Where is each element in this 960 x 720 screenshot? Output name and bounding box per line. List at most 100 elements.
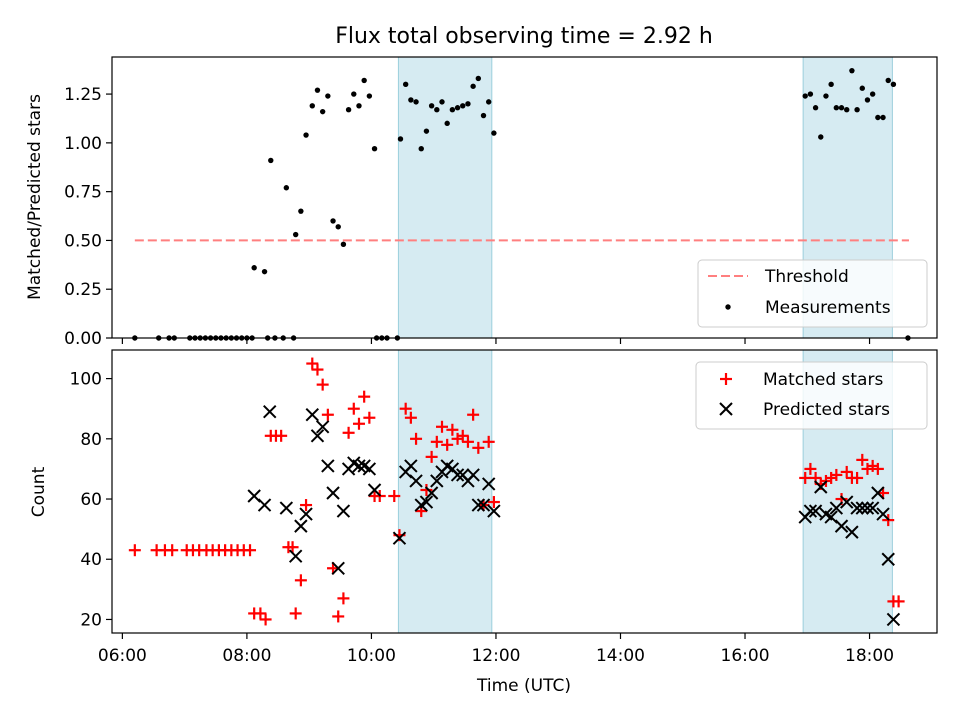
measurement-point bbox=[268, 157, 274, 164]
measurement-point bbox=[413, 99, 419, 105]
measurement-point bbox=[314, 87, 321, 93]
measurement-point bbox=[838, 105, 845, 111]
measurement-point bbox=[340, 241, 347, 248]
matched-point bbox=[425, 450, 438, 463]
measurement-point bbox=[885, 77, 891, 84]
predicted-point bbox=[310, 429, 325, 443]
predicted-point bbox=[466, 468, 480, 482]
predicted-point bbox=[476, 498, 491, 512]
predicted-legend-marker bbox=[719, 402, 733, 416]
predicted-point bbox=[871, 486, 885, 500]
measurement-points bbox=[132, 67, 911, 341]
predicted-point bbox=[850, 501, 864, 515]
measurement-point bbox=[454, 105, 461, 111]
measurement-point bbox=[818, 134, 824, 140]
matched-point bbox=[410, 432, 423, 445]
measurement-point bbox=[325, 93, 331, 99]
matched-point bbox=[467, 408, 480, 421]
matched-point bbox=[306, 357, 319, 370]
count-panel: 20 40 60 80 100 06:00 08:00 10:00 12:00 14:00 16:… bbox=[29, 349, 938, 696]
matched-point bbox=[342, 426, 355, 439]
predicted-point bbox=[886, 612, 901, 627]
matched-point bbox=[347, 402, 360, 415]
predicted-point bbox=[834, 519, 849, 533]
matched-point bbox=[166, 544, 179, 557]
matched-point bbox=[332, 610, 345, 623]
predicted-point bbox=[424, 486, 439, 500]
predicted-point bbox=[881, 552, 895, 566]
measurement-point bbox=[439, 99, 445, 105]
y-tick-label: 0.75 bbox=[64, 183, 102, 203]
predicted-point bbox=[814, 480, 828, 494]
matched-point bbox=[856, 453, 869, 466]
predicted-point bbox=[352, 459, 366, 473]
y-tick-label: 0.25 bbox=[64, 280, 102, 300]
matched-point bbox=[487, 496, 500, 509]
matched-point bbox=[316, 378, 329, 391]
measurement-point bbox=[890, 81, 897, 88]
predicted-point bbox=[803, 504, 818, 518]
predicted-point bbox=[404, 459, 418, 473]
ratio-legend: Threshold Measurements bbox=[697, 259, 928, 328]
ratio-axes-frame bbox=[111, 56, 938, 339]
count-legend-frame bbox=[695, 361, 928, 430]
chart-title: Flux total observing time = 2.92 h bbox=[335, 24, 713, 49]
y-tick-label: 60 bbox=[80, 490, 102, 510]
predicted-point bbox=[845, 525, 859, 539]
matched-point bbox=[840, 465, 853, 478]
x-tick-label: 08:00 bbox=[222, 646, 271, 666]
predicted-point bbox=[331, 561, 345, 575]
threshold-legend-label: Threshold bbox=[764, 267, 849, 287]
y-tick-group: 0.00 0.25 0.50 0.75 1.00 1.25 bbox=[64, 85, 112, 349]
matched-point bbox=[399, 402, 412, 415]
x-axis-label: Time (UTC) bbox=[476, 676, 571, 696]
x-tick-group: 06:00 08:00 10:00 12:00 14:00 16:00 18:00 bbox=[98, 633, 894, 666]
measurement-point bbox=[303, 132, 309, 138]
predicted-point bbox=[860, 501, 875, 515]
measurement-point bbox=[402, 81, 409, 88]
predicted-point bbox=[487, 504, 501, 518]
ratio-panel: 0.00 0.25 0.50 0.75 1.00 1.25 Matched/Predict… bbox=[25, 56, 938, 349]
predicted-point bbox=[288, 549, 303, 563]
predicted-point bbox=[481, 477, 496, 491]
matched-point bbox=[799, 471, 812, 484]
measurement-point bbox=[480, 112, 487, 119]
measurement-point bbox=[444, 120, 450, 127]
matched-point bbox=[358, 390, 371, 403]
measurement-point bbox=[880, 114, 886, 121]
x-tick-label: 14:00 bbox=[596, 646, 645, 666]
measurement-point bbox=[309, 103, 315, 109]
y-tick-label: 1.25 bbox=[64, 85, 102, 105]
matched-point bbox=[275, 429, 288, 442]
predicted-point bbox=[471, 498, 486, 512]
matched-point bbox=[388, 490, 401, 503]
measurement-point bbox=[864, 97, 871, 103]
measurement-point bbox=[408, 97, 414, 103]
measurement-point bbox=[319, 108, 326, 115]
matched-point bbox=[254, 607, 267, 620]
predicted-point bbox=[299, 507, 313, 521]
predicted-point bbox=[392, 531, 407, 545]
predicted-point bbox=[263, 405, 277, 419]
predicted-point bbox=[326, 486, 340, 500]
matched-point bbox=[420, 483, 433, 496]
measurement-point bbox=[345, 106, 352, 113]
predicted-point bbox=[430, 474, 444, 488]
matched-point bbox=[363, 411, 376, 424]
ratio-y-axis-label: Matched/Predicted stars bbox=[25, 94, 45, 300]
matched-point bbox=[436, 420, 448, 433]
measurement-point bbox=[366, 93, 373, 99]
predicted-point bbox=[855, 501, 869, 515]
matched-point bbox=[286, 541, 299, 554]
predicted-point bbox=[336, 504, 351, 518]
predicted-point bbox=[257, 498, 272, 512]
matched-point bbox=[456, 429, 469, 442]
measurement-point bbox=[251, 265, 257, 271]
matched-point bbox=[259, 613, 272, 626]
measurement-point bbox=[283, 185, 290, 191]
matched-point bbox=[300, 499, 313, 512]
x-tick-label: 18:00 bbox=[845, 646, 894, 666]
predicted-point bbox=[362, 462, 377, 476]
predicted-point bbox=[808, 504, 823, 518]
